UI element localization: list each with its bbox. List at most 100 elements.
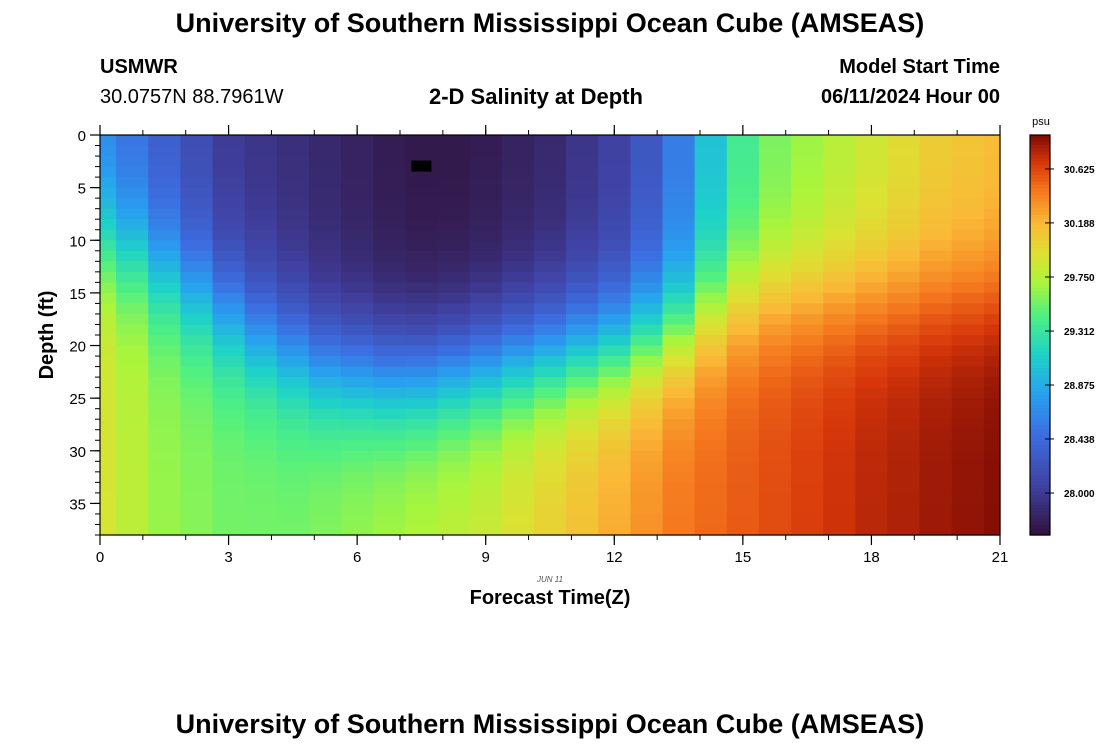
heatmap-cell — [791, 492, 824, 505]
heatmap-cell — [212, 387, 246, 399]
missing-data-cell — [411, 160, 432, 172]
heatmap-cell — [341, 187, 374, 199]
colorbar-segment — [1030, 241, 1050, 246]
heatmap-cell — [951, 356, 985, 368]
colorbar-segment — [1030, 435, 1050, 439]
heatmap-cell — [212, 345, 246, 357]
heatmap-cell — [662, 261, 696, 273]
heatmap-cell — [823, 303, 856, 315]
heatmap-cell — [276, 166, 310, 178]
heatmap-cell — [598, 503, 631, 515]
heatmap-cell — [598, 387, 631, 399]
heatmap-cell — [308, 282, 342, 294]
heatmap-cell — [919, 219, 953, 231]
heatmap-cell — [630, 271, 664, 283]
heatmap-cell — [630, 219, 664, 231]
heatmap-cell — [180, 345, 214, 357]
colorbar-segment — [1030, 155, 1050, 159]
heatmap-cell — [212, 461, 246, 473]
heatmap-cell — [533, 187, 567, 199]
colorbar-segment — [1030, 238, 1050, 243]
colorbar-segment — [1030, 381, 1050, 386]
colorbar-segment — [1030, 181, 1050, 186]
heatmap-cell — [100, 229, 117, 241]
heatmap-cell — [469, 219, 503, 231]
heatmap-cell — [100, 408, 117, 420]
colorbar-segment — [1030, 425, 1050, 429]
heatmap-cell — [662, 135, 696, 147]
heatmap-cell — [116, 303, 149, 315]
heatmap-cell — [244, 303, 278, 315]
heatmap-cell — [887, 261, 921, 273]
heatmap-cell — [437, 482, 471, 494]
heatmap-cell — [951, 387, 985, 399]
heatmap-cell — [437, 145, 471, 157]
heatmap-cell — [726, 303, 760, 315]
heatmap-cell — [694, 261, 728, 273]
heatmap-cell — [469, 482, 503, 494]
colorbar-segment — [1030, 388, 1050, 393]
heatmap-cell — [823, 166, 856, 178]
heatmap-cell — [308, 387, 342, 399]
heatmap-cell — [501, 271, 535, 283]
heatmap-cell — [244, 261, 278, 273]
heatmap-cell — [662, 471, 696, 483]
heatmap-cell — [758, 135, 792, 147]
heatmap-cell — [308, 303, 342, 315]
heatmap-cell — [983, 345, 1001, 357]
heatmap-cell — [598, 345, 631, 357]
heatmap-cell — [276, 198, 310, 210]
heatmap-cell — [405, 503, 439, 515]
heatmap-cell — [116, 503, 149, 515]
heatmap-cell — [116, 492, 149, 505]
colorbar-segment — [1030, 141, 1050, 146]
heatmap-cell — [630, 356, 664, 368]
heatmap-cell — [726, 503, 760, 515]
heatmap-cell — [180, 356, 214, 368]
colorbar-segment — [1030, 471, 1050, 476]
heatmap-cell — [887, 461, 921, 473]
heatmap-cell — [758, 492, 792, 505]
heatmap-cell — [212, 429, 246, 441]
heatmap-cell — [180, 450, 214, 462]
heatmap-cell — [887, 292, 921, 305]
heatmap-cell — [501, 177, 535, 189]
heatmap-cell — [758, 229, 792, 241]
heatmap-cell — [341, 440, 374, 452]
heatmap-cell — [437, 271, 471, 283]
heatmap-cell — [694, 377, 728, 389]
heatmap-cell — [501, 282, 535, 294]
heatmap-cell — [598, 303, 631, 315]
heatmap-cell — [437, 303, 471, 315]
heatmap-cell — [630, 345, 664, 357]
date-label: JUN 11 — [536, 575, 563, 584]
heatmap-cell — [598, 419, 631, 431]
heatmap-cell — [212, 503, 246, 515]
heatmap-cell — [373, 229, 406, 241]
heatmap-cell — [116, 166, 149, 178]
heatmap-cell — [758, 292, 792, 305]
heatmap-cell — [501, 303, 535, 315]
heatmap-cell — [244, 156, 278, 168]
heatmap-cell — [791, 156, 824, 168]
heatmap-cell — [855, 461, 889, 473]
heatmap-cell — [308, 440, 342, 452]
heatmap-cell — [373, 208, 406, 220]
heatmap-cell — [566, 482, 599, 494]
heatmap-cell — [791, 335, 824, 347]
heatmap-cell — [437, 261, 471, 273]
heatmap-cell — [694, 324, 728, 336]
colorbar-segment — [1030, 358, 1050, 363]
heatmap-cell — [662, 398, 696, 410]
heatmap-cell — [469, 440, 503, 452]
heatmap-cell — [148, 356, 181, 368]
heatmap-cell — [373, 450, 406, 462]
colorbar-segment — [1030, 308, 1050, 313]
colorbar-segment — [1030, 505, 1050, 509]
heatmap-cell — [212, 419, 246, 431]
colorbar-segment — [1030, 235, 1050, 239]
heatmap-cell — [630, 208, 664, 220]
heatmap-cell — [341, 177, 374, 189]
heatmap-cell — [308, 335, 342, 347]
heatmap-cell — [887, 524, 921, 536]
